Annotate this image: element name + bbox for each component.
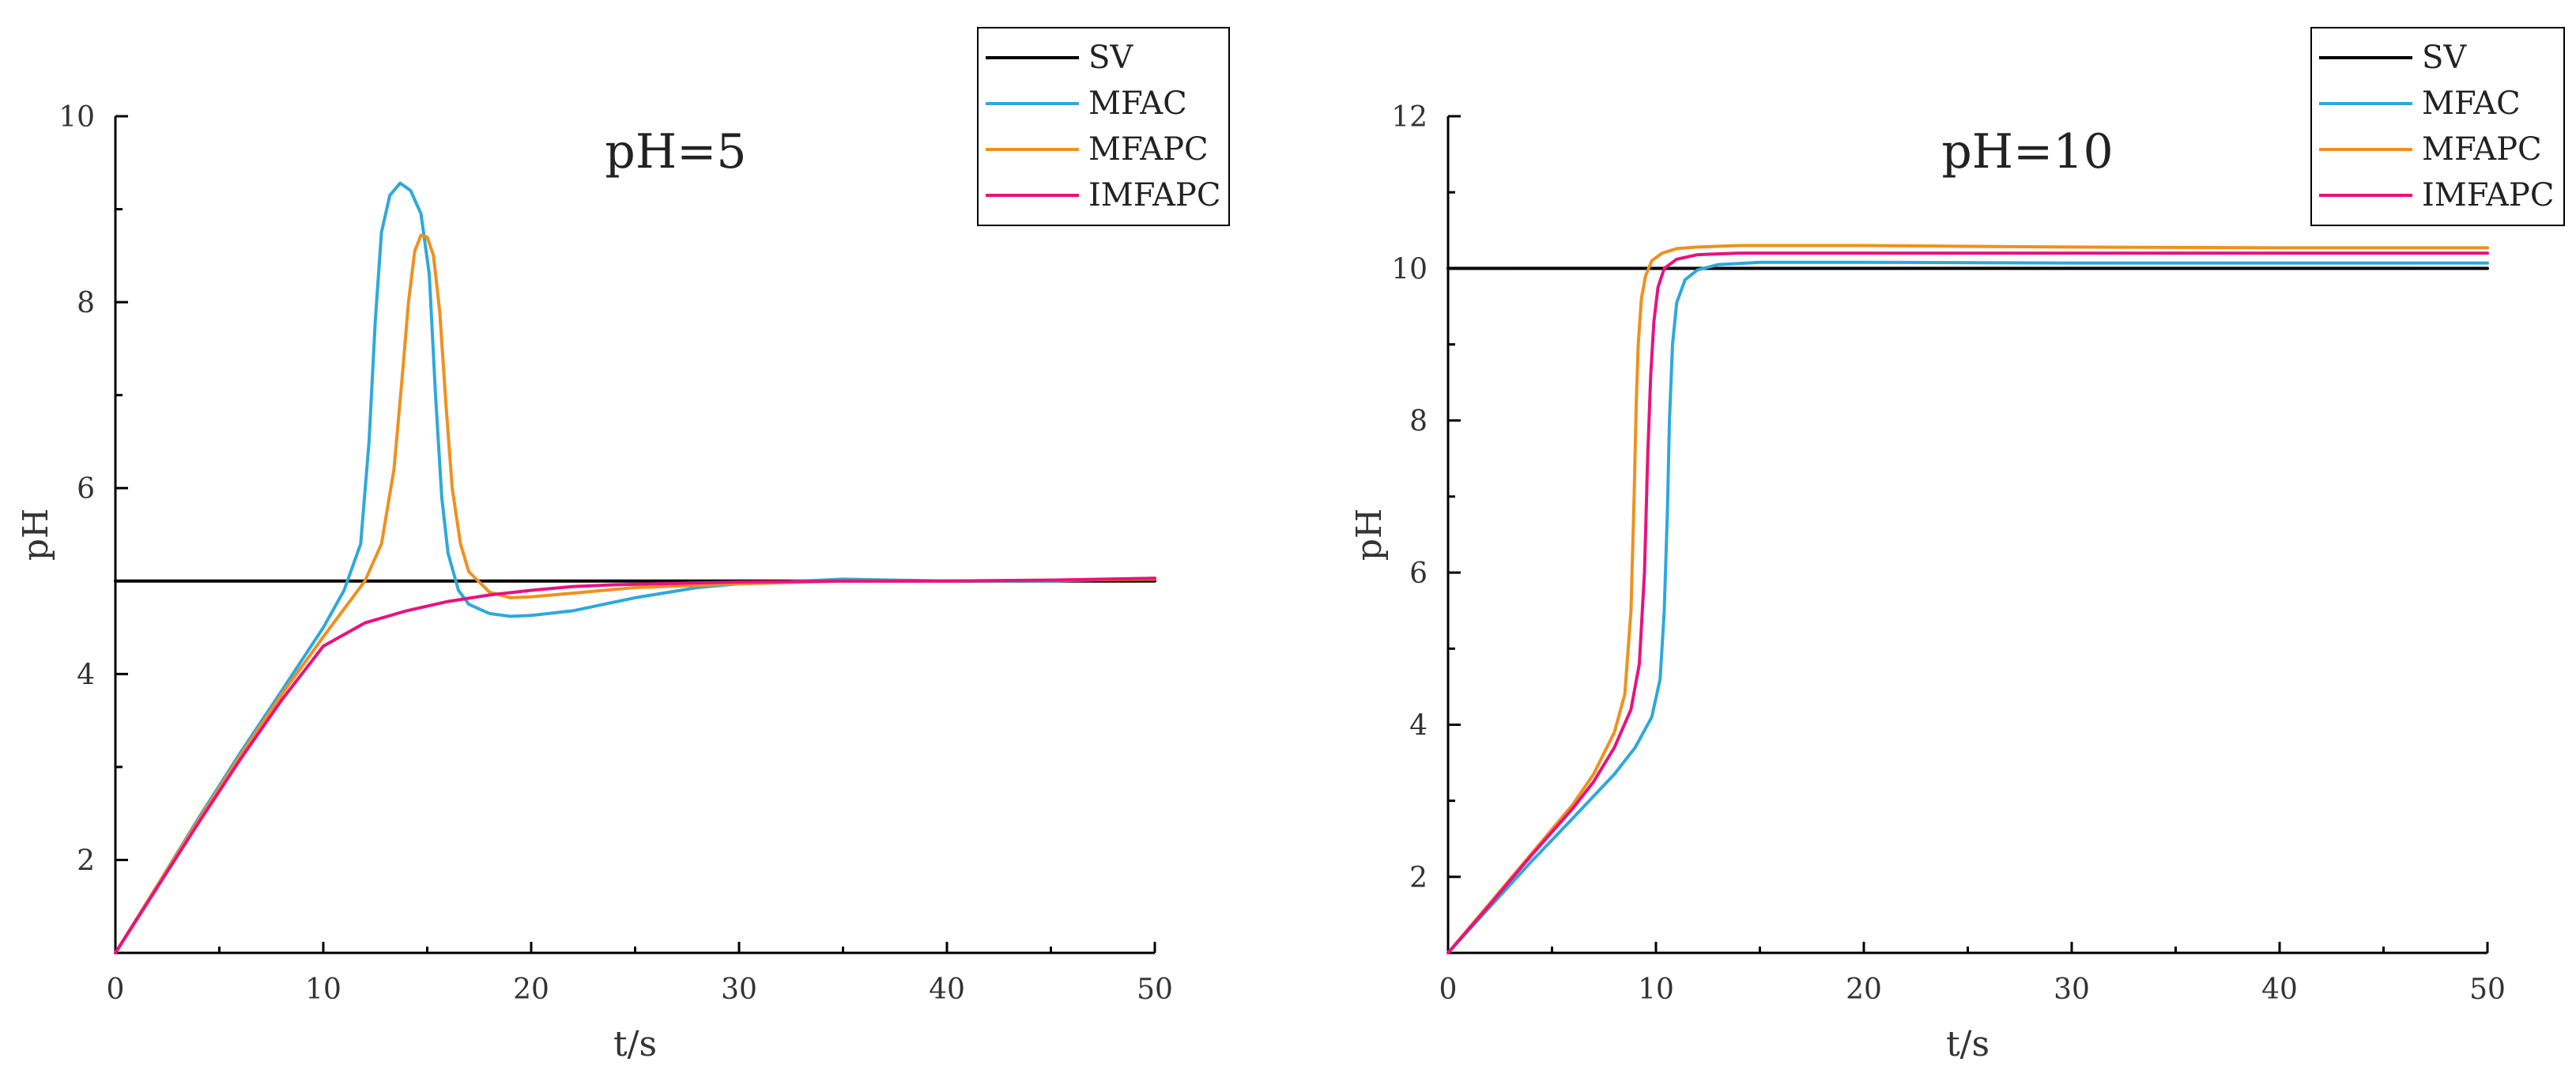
x-tick-label: 20	[513, 973, 549, 1006]
x-tick-label: 0	[107, 973, 125, 1006]
legend-box	[2310, 27, 2565, 226]
series-line-mfac	[114, 181, 1156, 954]
y-tick-label: 8	[77, 287, 95, 319]
x-tick-label: 50	[1137, 973, 1173, 1006]
y-tick-label: 12	[1391, 101, 1428, 134]
y-tick-label: 2	[1409, 862, 1428, 894]
x-axis-title: t/s	[1946, 1024, 1990, 1064]
x-axis-title: t/s	[613, 1024, 657, 1064]
series-line-imfapc	[1446, 251, 2489, 954]
legend-label-imfapc: IMFAPC	[2422, 177, 2554, 214]
chart-2: 0 10 20 30 40 50 2 4 6 8 10 12 t/s pH pH=10 SV MFAC MFAPC…	[1349, 27, 2565, 1064]
y-tick-label: 2	[77, 845, 95, 877]
x-tick-label: 0	[1439, 973, 1458, 1006]
chart-1: 0 10 20 30 40 50 2 4 6 8 10 t/s pH pH=5 SV MFAC MFAPC IMF…	[16, 27, 1230, 1064]
x-tick-label: 30	[721, 973, 757, 1006]
x-tick-label: 40	[2261, 973, 2298, 1006]
legend: SV MFAC MFAPC IMFAPC	[977, 27, 1230, 226]
y-tick-label: 10	[1391, 253, 1428, 285]
x-tick-label: 10	[1638, 973, 1674, 1006]
y-axis-title: pH	[1349, 508, 1390, 561]
x-tick-label: 40	[929, 973, 965, 1006]
legend-label-mfac: MFAC	[2422, 85, 2521, 122]
series-line-mfapc	[114, 233, 1156, 954]
series-line-mfac	[1446, 260, 2489, 954]
legend-label-sv: SV	[2422, 40, 2467, 76]
x-tick-label: 50	[2469, 973, 2506, 1006]
y-tick-label: 8	[1409, 406, 1428, 438]
series-line-imfapc	[114, 576, 1156, 954]
y-tick-label: 6	[77, 473, 95, 505]
y-tick-label: 10	[58, 101, 95, 134]
legend: SV MFAC MFAPC IMFAPC	[2310, 27, 2565, 226]
chart-title: pH=5	[605, 124, 746, 180]
y-tick-label: 6	[1409, 558, 1428, 590]
x-tick-label: 20	[1846, 973, 1882, 1006]
y-axis-title: pH	[16, 508, 56, 561]
y-tick-label: 4	[1409, 709, 1428, 742]
legend-label-sv: SV	[1088, 40, 1133, 76]
legend-label-mfapc: MFAPC	[2422, 131, 2542, 168]
series-line-mfapc	[1446, 244, 2489, 954]
legend-box	[977, 27, 1230, 226]
y-tick-label: 4	[77, 659, 95, 691]
x-tick-label: 30	[2054, 973, 2090, 1006]
legend-label-mfapc: MFAPC	[1088, 131, 1209, 168]
x-tick-label: 10	[305, 973, 341, 1006]
legend-label-mfac: MFAC	[1088, 85, 1187, 122]
chart-title: pH=10	[1941, 124, 2113, 180]
legend-label-imfapc: IMFAPC	[1088, 177, 1220, 214]
